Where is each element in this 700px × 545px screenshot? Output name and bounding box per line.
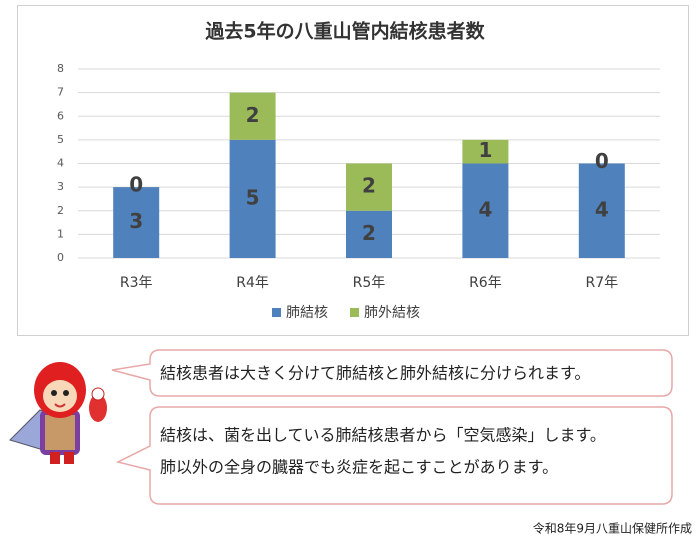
data-label: 5 (246, 185, 260, 209)
data-label: 4 (478, 197, 492, 221)
x-tick-label: R3年 (120, 275, 153, 291)
bar-segment (113, 187, 160, 258)
x-tick-label: R5年 (353, 275, 386, 291)
y-tick-label: 2 (57, 204, 64, 217)
data-label: 0 (129, 173, 143, 197)
x-tick-label: R4年 (236, 275, 269, 291)
data-label: 0 (595, 149, 609, 173)
bar-segment (462, 139, 509, 164)
y-tick-label: 3 (57, 180, 64, 193)
x-tick-label: R7年 (585, 275, 618, 291)
data-label: 2 (362, 174, 376, 198)
y-tick-label: 8 (57, 62, 64, 75)
bar-segment (462, 163, 509, 258)
legend-label: 肺結核 (286, 305, 328, 321)
speech-bubble (115, 406, 673, 505)
data-label: 3 (129, 209, 143, 233)
bar-segment (346, 210, 392, 258)
legend-swatch (350, 308, 359, 317)
chart: 0 1 2 3 4 5 6 7 8 R3年 3 0 R4年 5 2 R5年 2 2 R6年 4 1 R7年 4 0 肺結核 肺外結… (57, 62, 660, 321)
bar-segment (578, 163, 625, 258)
data-label: 2 (362, 221, 376, 245)
bar-segment (229, 139, 276, 258)
y-tick-label: 5 (57, 133, 64, 146)
data-label: 1 (478, 138, 492, 162)
bar-segment (229, 92, 276, 140)
legend-swatch (272, 308, 281, 317)
y-tick-label: 6 (57, 109, 64, 122)
y-tick-label: 7 (57, 86, 64, 99)
bar-segment (346, 163, 392, 211)
bubble-text: 結核は、菌を出している肺結核患者から「空気感染」します。 (160, 426, 606, 445)
y-tick-label: 4 (57, 157, 64, 170)
speech-bubble (111, 349, 673, 397)
bubble-text: 肺以外の全身の臓器でも炎症を起こすことがあります。 (160, 458, 558, 477)
x-tick-label: R6年 (469, 275, 502, 291)
chart-title: 過去5年の八重山管内結核患者数 (205, 20, 485, 43)
data-label: 4 (595, 197, 609, 221)
mascot (9, 362, 107, 464)
footer: 令和8年9月八重山保健所作成 (533, 521, 692, 536)
y-tick-label: 1 (57, 227, 64, 240)
bubble-text: 結核患者は大きく分けて肺結核と肺外結核に分けられます。 (160, 364, 590, 383)
y-tick-label: 0 (57, 251, 64, 264)
data-label: 2 (246, 103, 260, 127)
legend-label: 肺外結核 (364, 305, 420, 321)
